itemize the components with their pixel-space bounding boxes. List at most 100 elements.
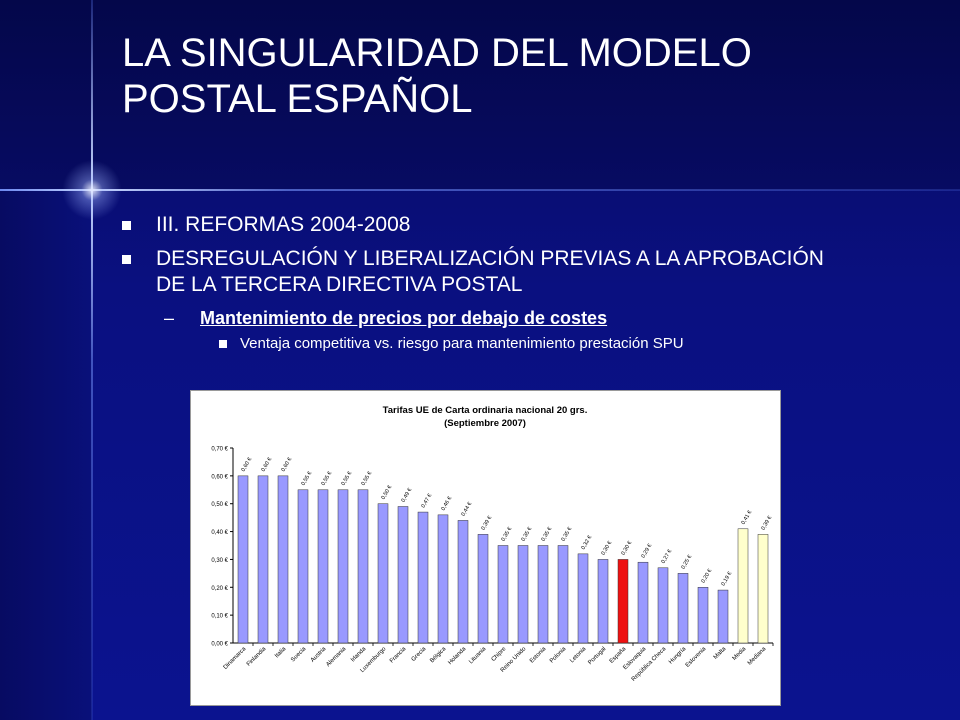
bar-value-label: 0,35 € xyxy=(541,526,554,542)
bar-value-label: 0,35 € xyxy=(521,526,534,542)
category-label: Francia xyxy=(389,646,408,665)
bar-country xyxy=(377,503,389,644)
bar-value-label: 0,55 € xyxy=(321,471,334,487)
category-label: Malta xyxy=(713,646,728,661)
category-label: Polonia xyxy=(549,646,568,665)
bullet-desregulacion-line2: DE LA TERCERA DIRECTIVA POSTAL xyxy=(156,273,523,296)
slide-title-line1: LA SINGULARIDAD DEL MODELO xyxy=(122,31,752,75)
bar-value-label: 0,60 € xyxy=(261,457,274,473)
y-tick-label: 0,70 € xyxy=(211,447,228,453)
chart-title-line1: Tarifas UE de Carta ordinaria nacional 2… xyxy=(383,405,588,416)
bar-country xyxy=(477,534,489,644)
category-label: Holanda xyxy=(447,646,468,667)
bar-value-label: 0,20 € xyxy=(701,568,714,584)
bar-country xyxy=(457,520,469,644)
left-background xyxy=(0,190,92,720)
bar-country xyxy=(297,489,309,644)
bar-country xyxy=(437,514,449,644)
slide-title-line2: POSTAL ESPAÑOL xyxy=(122,77,473,121)
bar-country xyxy=(257,475,269,644)
bullet-list: III. REFORMAS 2004-2008 DESREGULACIÓN Y … xyxy=(120,212,920,354)
category-label: Dinamarca xyxy=(223,646,248,671)
category-label: Irlanda xyxy=(350,646,368,664)
category-label: Austria xyxy=(310,646,328,664)
category-label: Finlandia xyxy=(246,646,268,668)
category-label: Alemania xyxy=(325,646,347,668)
y-tick-label: 0,60 € xyxy=(211,474,228,480)
bar-summary xyxy=(737,528,749,644)
bar-value-label: 0,47 € xyxy=(421,493,434,509)
bar-value-label: 0,39 € xyxy=(761,515,774,531)
subsub-bullet-ventaja: Ventaja competitiva vs. riesgo para mant… xyxy=(216,334,920,354)
bar-country xyxy=(557,545,569,644)
y-tick-label: 0,10 € xyxy=(211,614,228,620)
y-tick-label: 0,00 € xyxy=(211,642,228,648)
y-tick-label: 0,20 € xyxy=(211,586,228,592)
bar-highlight xyxy=(617,559,629,644)
y-tick-label: 0,50 € xyxy=(211,502,228,508)
subsub-bullet-ventaja-text: Ventaja competitiva vs. riesgo para mant… xyxy=(240,335,684,352)
category-label: Estonia xyxy=(529,646,548,665)
bar-country xyxy=(497,545,509,644)
title-background xyxy=(0,0,960,190)
bar-value-label: 0,60 € xyxy=(241,457,254,473)
bar-value-label: 0,30 € xyxy=(601,540,614,556)
bar-country xyxy=(517,545,529,644)
category-label: Letonia xyxy=(569,646,588,665)
bar-country xyxy=(657,567,669,644)
bullet-reformas-text: III. REFORMAS 2004-2008 xyxy=(156,213,411,236)
light-flare-vertical xyxy=(91,0,93,720)
y-tick-label: 0,40 € xyxy=(211,530,228,536)
bar-value-label: 0,50 € xyxy=(381,484,394,500)
category-label: Lituania xyxy=(468,646,488,666)
bar-country xyxy=(597,559,609,644)
light-flare-glow xyxy=(62,160,122,220)
bar-value-label: 0,32 € xyxy=(581,535,594,551)
bar-value-label: 0,27 € xyxy=(661,549,674,565)
bar-value-label: 0,55 € xyxy=(361,471,374,487)
bar-country xyxy=(357,489,369,644)
bullet-desregulacion: DESREGULACIÓN Y LIBERALIZACIÓN PREVIAS A… xyxy=(120,246,920,298)
category-label: Bélgica xyxy=(429,646,448,665)
bar-value-label: 0,41 € xyxy=(741,510,754,526)
bar-country xyxy=(317,489,329,644)
category-label: Suecia xyxy=(290,646,308,664)
bar-country xyxy=(417,511,429,644)
square-bullet-icon xyxy=(122,255,131,264)
category-label: Hungría xyxy=(668,646,688,666)
bar-value-label: 0,35 € xyxy=(501,526,514,542)
square-bullet-icon xyxy=(122,221,131,230)
y-tick-label: 0,30 € xyxy=(211,558,228,564)
category-label: Portugal xyxy=(587,646,607,666)
bar-value-label: 0,60 € xyxy=(281,457,294,473)
bar-value-label: 0,55 € xyxy=(341,471,354,487)
chart-title-line2: (Septiembre 2007) xyxy=(444,418,526,429)
sub-bullet-precios-text: Mantenimiento de precios por debajo de c… xyxy=(200,308,608,328)
bar-country xyxy=(237,475,249,644)
bullet-reformas: III. REFORMAS 2004-2008 xyxy=(120,212,920,238)
category-label: Chipre xyxy=(491,646,508,663)
category-label: Mediana xyxy=(747,646,768,667)
bar-country xyxy=(637,561,649,644)
bar-value-label: 0,30 € xyxy=(621,540,634,556)
light-flare-horizontal xyxy=(0,189,960,191)
category-label: Eslovenia xyxy=(685,646,708,669)
bar-country xyxy=(717,589,729,644)
category-label: Media xyxy=(732,646,748,662)
bar-value-label: 0,25 € xyxy=(681,554,694,570)
bar-value-label: 0,29 € xyxy=(641,543,654,559)
bar-country xyxy=(277,475,289,644)
bar-country xyxy=(397,506,409,644)
tariff-chart: Tarifas UE de Carta ordinaria nacional 2… xyxy=(190,390,781,706)
bar-value-label: 0,19 € xyxy=(721,571,734,587)
bar-country xyxy=(677,573,689,644)
sub-bullet-precios: – Mantenimiento de precios por debajo de… xyxy=(164,306,920,330)
category-label: Grecia xyxy=(411,646,428,663)
category-label: España xyxy=(609,646,628,665)
chart-plot-area: 0,00 € 0,10 € 0,20 € 0,30 € 0,40 € 0,50 € 0,60… xyxy=(211,447,774,683)
tariff-chart-svg: Tarifas UE de Carta ordinaria nacional 2… xyxy=(211,405,774,683)
bar-summary xyxy=(757,534,769,644)
bar-value-label: 0,35 € xyxy=(561,526,574,542)
bar-country xyxy=(577,553,589,644)
bar-country xyxy=(337,489,349,644)
